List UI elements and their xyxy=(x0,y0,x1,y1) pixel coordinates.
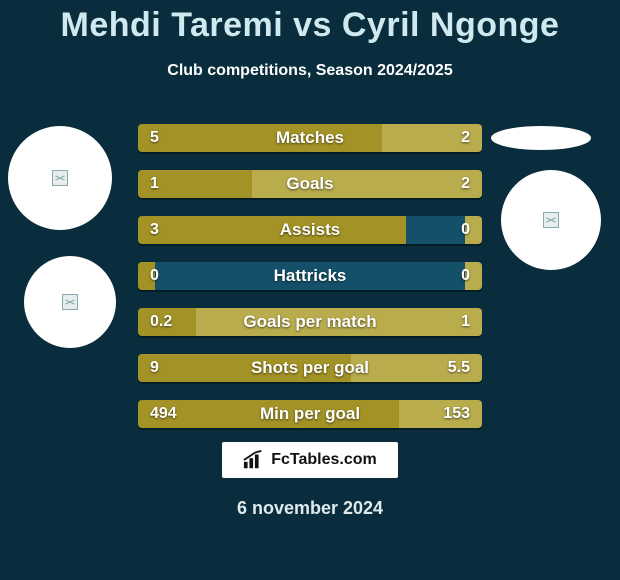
chart-icon xyxy=(243,450,265,470)
stat-row: 494153Min per goal xyxy=(138,400,482,428)
stat-row: 95.5Shots per goal xyxy=(138,354,482,382)
stat-row: 52Matches xyxy=(138,124,482,152)
stat-label: Shots per goal xyxy=(138,354,482,382)
stat-row: 0.21Goals per match xyxy=(138,308,482,336)
stat-label: Min per goal xyxy=(138,400,482,428)
fctables-logo: FcTables.com xyxy=(222,442,398,478)
logo-text: FcTables.com xyxy=(271,451,377,469)
stat-label: Goals per match xyxy=(138,308,482,336)
stat-label: Matches xyxy=(138,124,482,152)
page-title: Mehdi Taremi vs Cyril Ngonge xyxy=(0,6,620,45)
stat-label: Assists xyxy=(138,216,482,244)
comparison-bars: 52Matches 12Goals 30Assists 00Hattricks 0.21… xyxy=(138,124,482,446)
stat-label: Goals xyxy=(138,170,482,198)
stat-row: 12Goals xyxy=(138,170,482,198)
subtitle: Club competitions, Season 2024/2025 xyxy=(0,62,620,80)
stat-label: Hattricks xyxy=(138,262,482,290)
stat-row: 00Hattricks xyxy=(138,262,482,290)
stat-row: 30Assists xyxy=(138,216,482,244)
date-label: 6 november 2024 xyxy=(0,498,620,519)
